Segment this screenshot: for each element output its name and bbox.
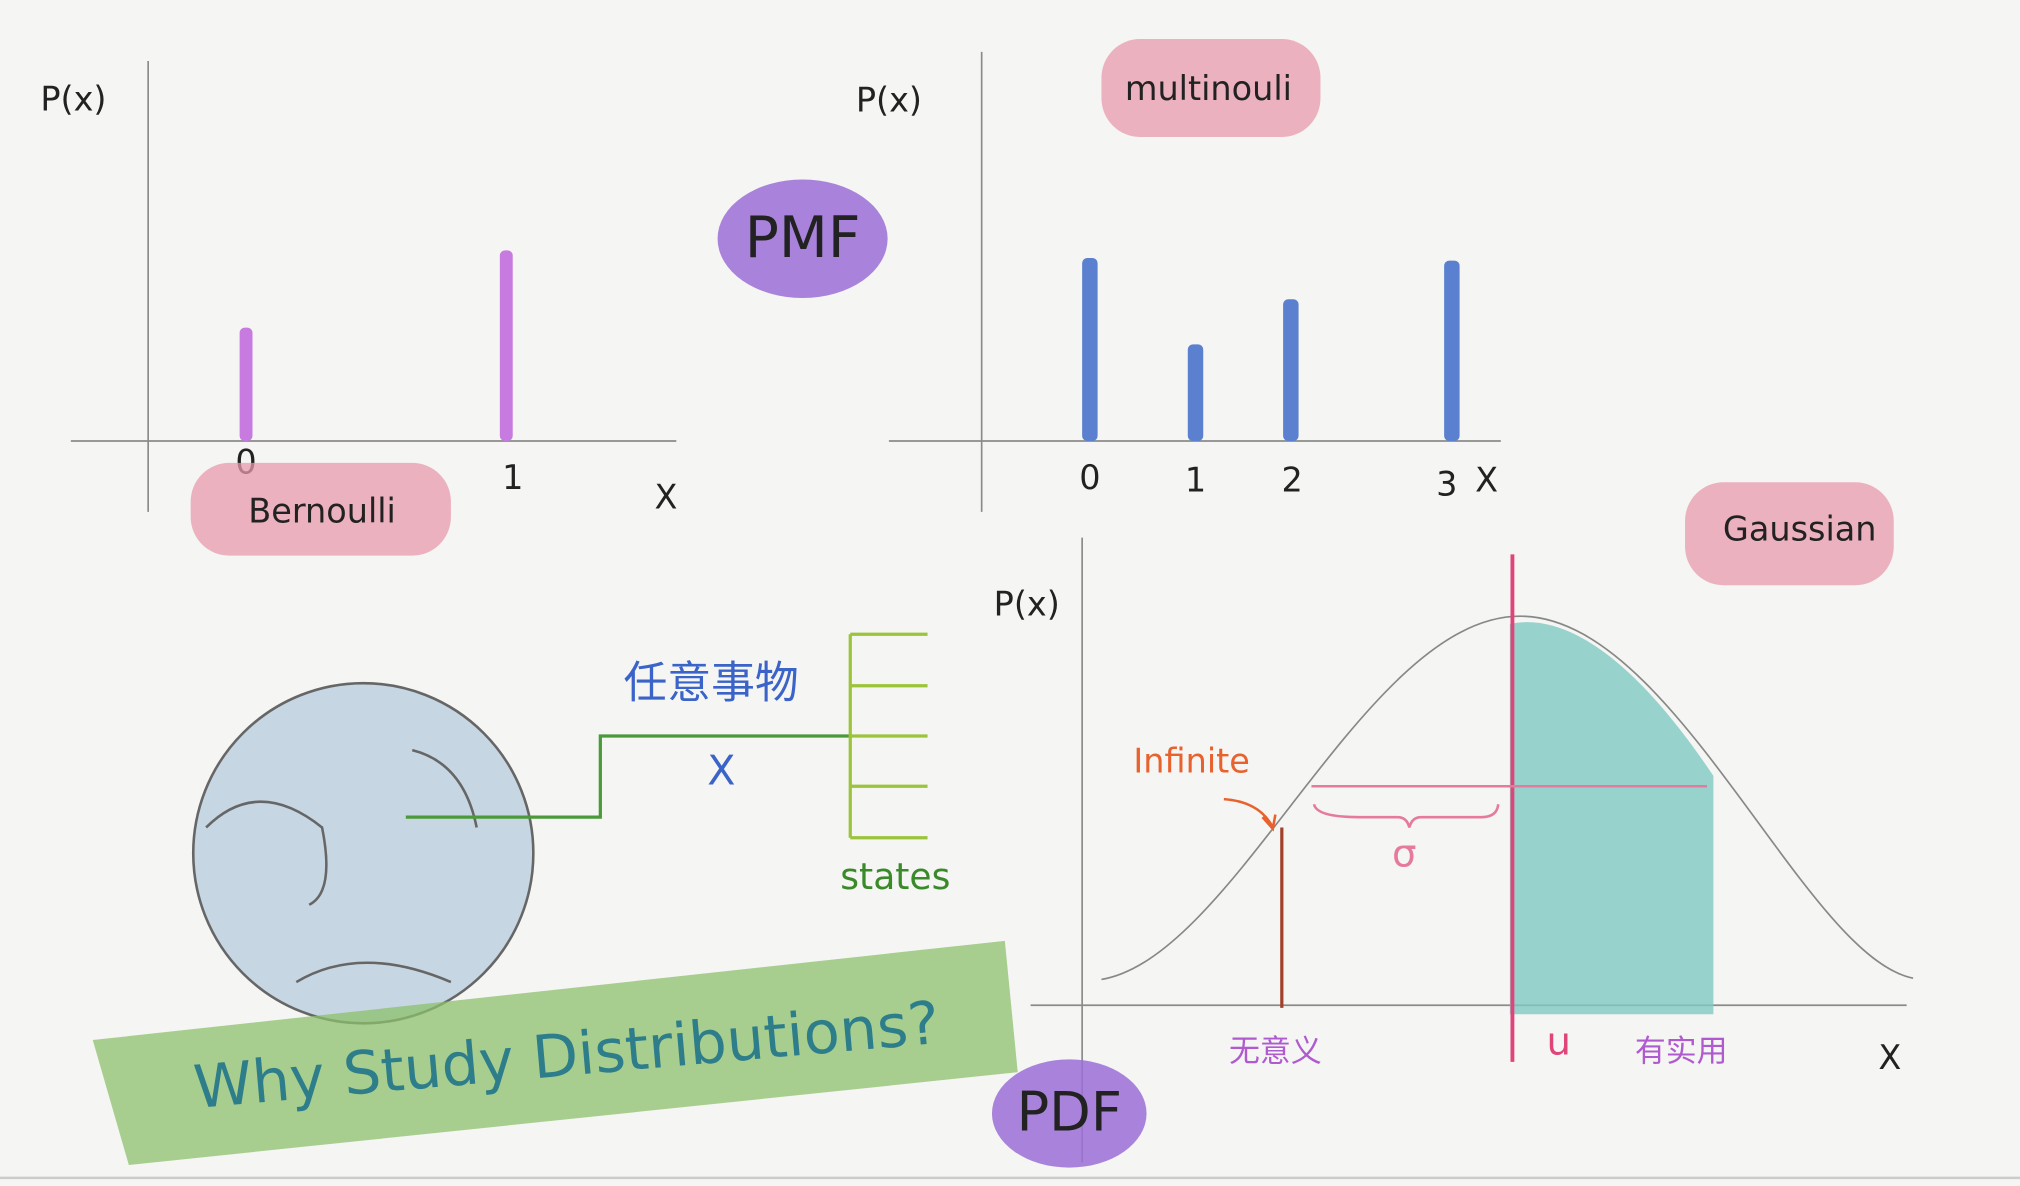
distribution-name: Bernoulli [248,492,396,531]
annotation: Infinite [1133,742,1249,781]
arrow [1223,797,1277,832]
distribution-name: multinouli [1125,69,1292,108]
title-banner [92,940,1018,1165]
name-blob [1685,482,1894,586]
y-label: P(x) [994,584,1060,623]
x-tick-label: 1 [1185,461,1206,500]
x-label: X [655,477,678,516]
y-label: P(x) [856,81,922,120]
right-note: 有实用 [1635,1033,1728,1069]
name-blob [1101,39,1321,137]
variable-label: X [707,746,735,794]
states-label: states [840,856,950,898]
x-label: X [1878,1038,1901,1077]
pdf-label: PDF [1017,1081,1122,1144]
x-tick-label: 1 [502,458,523,497]
multinoulli-panel: P(x) 0 1 2 3 X multinouli [856,39,1501,512]
y-label: P(x) [40,79,106,118]
object-label: 任意事物 [624,658,799,709]
globe [191,681,535,1025]
random-variable-diagram: 任意事物 X states [191,632,950,1025]
left-note: 无意义 [1229,1033,1322,1069]
mu-label: u [1547,1019,1571,1064]
bar [1444,260,1460,441]
pmf-label: PMF [745,205,861,271]
states-bracket [848,632,928,840]
bernoulli-panel: P(x) 0 1 X Bernoulli [40,60,678,556]
sigma-label: σ [1392,831,1416,876]
distribution-name: Gaussian [1723,510,1877,549]
bell-curve [1101,615,1914,981]
pmf-blob [717,179,888,298]
bar [1187,344,1204,441]
shaded-area [1509,622,1714,1015]
x-label: X [1475,461,1498,500]
gaussian-panel: P(x) Infinite σ 无意义 u 有实用 X Gaussian [994,482,1914,1163]
connector [405,734,851,819]
bar [499,250,513,441]
bar [1082,258,1098,441]
x-tick-label: 3 [1436,465,1457,504]
bar [1283,299,1299,441]
name-blob [190,462,451,556]
bar [239,327,253,441]
x-tick-label: 0 [1079,458,1100,497]
continents [205,748,478,984]
brace [1312,803,1500,828]
x-tick-label: 2 [1281,461,1302,500]
pdf-blob [991,1059,1147,1168]
